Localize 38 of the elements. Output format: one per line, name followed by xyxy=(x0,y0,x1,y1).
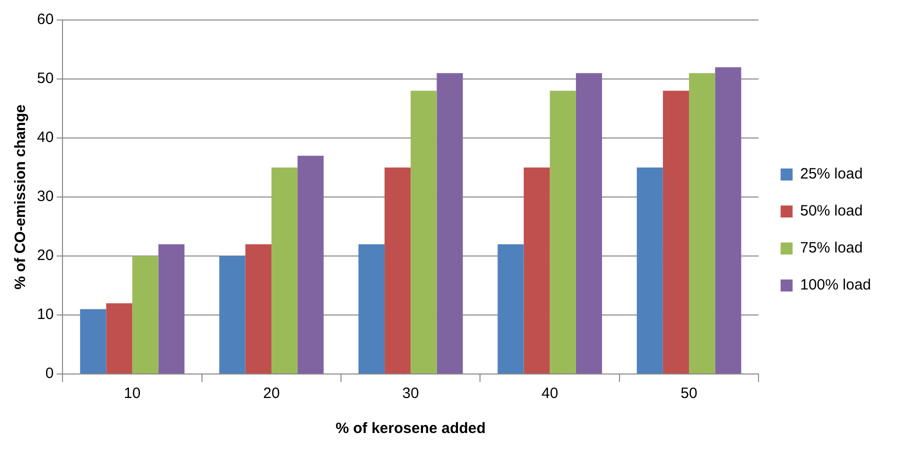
legend-label: 25% load xyxy=(800,166,863,183)
bar xyxy=(384,168,411,374)
y-tick-label: 60 xyxy=(36,11,54,28)
x-axis-title: % of kerosene added xyxy=(336,420,486,438)
bar xyxy=(524,168,550,374)
y-tick-label: 0 xyxy=(45,365,54,382)
y-axis-title: % of CO-emission change xyxy=(12,104,30,290)
bar xyxy=(498,244,524,374)
bar xyxy=(689,73,716,374)
bar xyxy=(636,168,663,374)
bar xyxy=(410,90,437,374)
bar xyxy=(271,168,298,374)
y-tick-label: 30 xyxy=(36,188,54,206)
legend-label: 75% load xyxy=(800,240,863,257)
legend-label: 100% load xyxy=(800,276,872,294)
y-tick-label: 20 xyxy=(36,247,54,264)
bar xyxy=(298,156,324,374)
bar xyxy=(132,256,158,374)
y-tick-label: 10 xyxy=(36,306,54,324)
y-tick-label: 50 xyxy=(36,70,54,88)
bar xyxy=(358,244,385,374)
x-tick-label: 10 xyxy=(124,385,141,402)
bar xyxy=(158,244,184,374)
bar xyxy=(576,73,602,374)
x-tick-label: 20 xyxy=(263,385,280,402)
legend-label: 50% load xyxy=(800,202,863,220)
bar xyxy=(550,90,576,374)
y-tick-label: 40 xyxy=(36,129,54,146)
bar xyxy=(245,244,272,374)
bar xyxy=(80,309,106,374)
bar xyxy=(219,256,246,374)
x-tick-label: 40 xyxy=(541,385,558,402)
bar xyxy=(106,303,132,374)
x-tick-label: 50 xyxy=(680,385,698,402)
bar xyxy=(662,90,690,374)
bar xyxy=(715,67,742,374)
bar xyxy=(436,73,463,374)
x-tick-label: 30 xyxy=(402,385,419,402)
